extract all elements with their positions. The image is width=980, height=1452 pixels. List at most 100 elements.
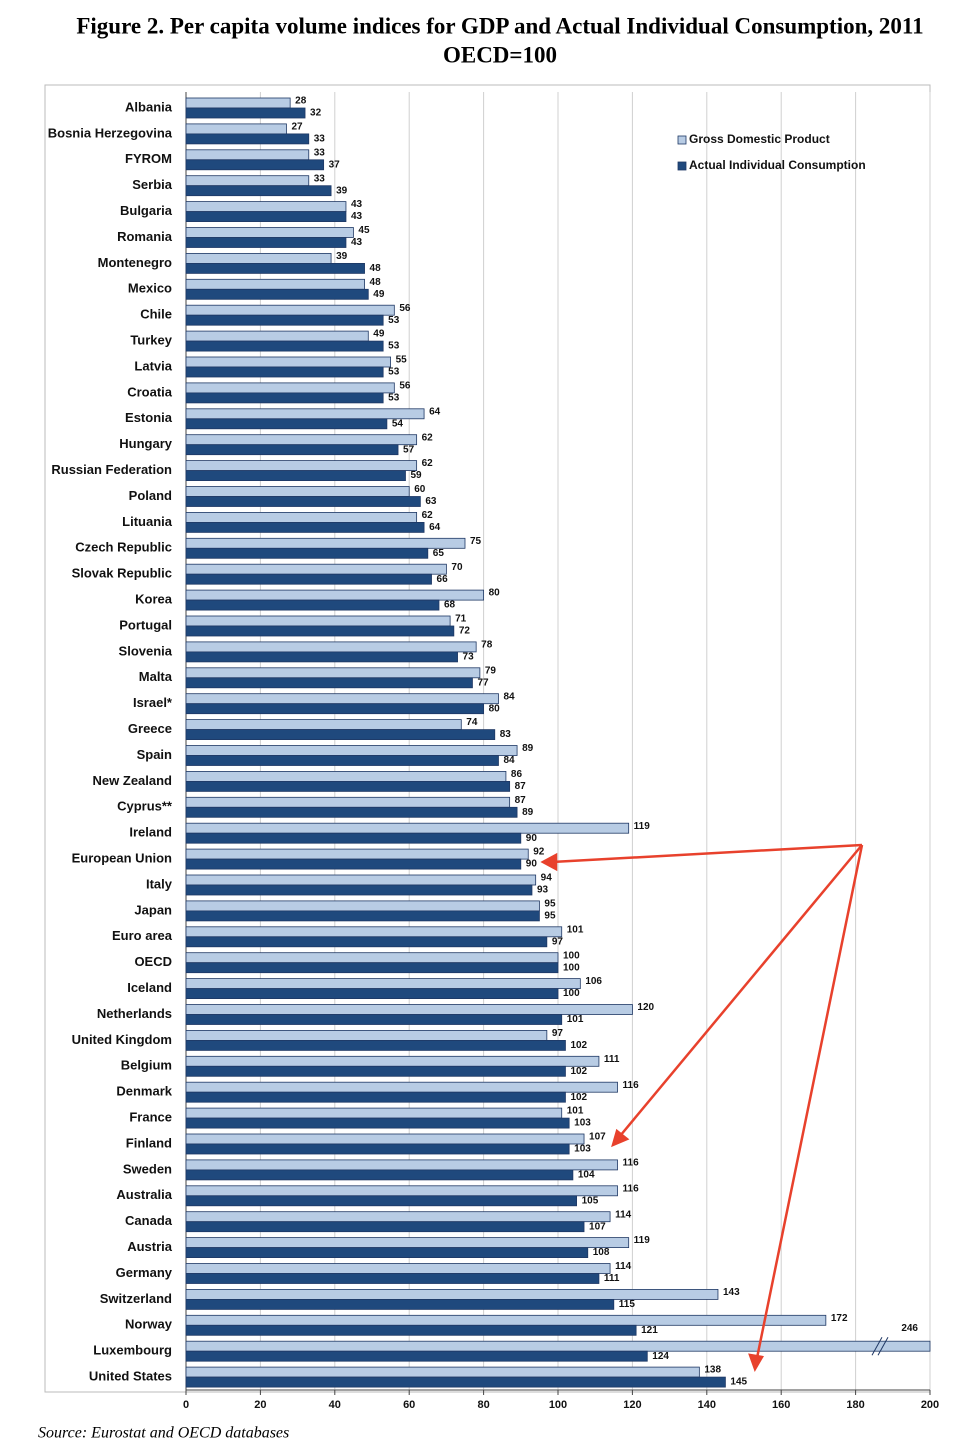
value-label: 138 <box>704 1365 721 1376</box>
value-label: 111 <box>604 1054 620 1065</box>
value-label: 114 <box>615 1209 632 1220</box>
value-label: 116 <box>623 1158 640 1169</box>
category-label: United Kingdom <box>72 1032 172 1047</box>
bar <box>185 1299 615 1310</box>
arrow <box>551 843 863 864</box>
bar <box>185 1237 630 1248</box>
value-label: 87 <box>515 795 527 806</box>
value-label: 33 <box>314 173 326 184</box>
category-label: Japan <box>134 902 172 917</box>
category-label: Cyprus** <box>117 799 173 814</box>
value-label: 95 <box>544 911 556 922</box>
category-label: FYROM <box>125 151 172 166</box>
bar <box>185 356 392 368</box>
value-label: 80 <box>489 703 501 714</box>
value-label: 84 <box>503 755 515 766</box>
bar <box>185 537 466 549</box>
value-label: 87 <box>515 781 527 792</box>
category-label: Serbia <box>132 177 173 192</box>
category-label: Norway <box>125 1317 173 1332</box>
bar <box>185 1340 931 1352</box>
bar <box>185 755 499 766</box>
category-label: Switzerland <box>100 1291 172 1306</box>
value-label: 107 <box>589 1132 606 1143</box>
legend-label: Actual Individual Consumption <box>689 158 866 172</box>
category-label: Italy <box>146 876 173 891</box>
bar <box>185 1081 618 1093</box>
bar <box>185 703 485 715</box>
bar <box>185 693 499 705</box>
value-label: 53 <box>388 341 400 352</box>
bar <box>185 1273 600 1284</box>
value-label: 172 <box>831 1313 848 1324</box>
value-label: 57 <box>403 444 415 455</box>
bar <box>185 486 410 497</box>
bar <box>185 729 496 740</box>
value-label: 56 <box>399 303 411 314</box>
value-label: 39 <box>336 185 348 196</box>
bar <box>185 366 384 378</box>
x-tick-label: 80 <box>477 1399 489 1411</box>
value-label: 119 <box>634 821 651 832</box>
value-label: 43 <box>351 237 363 248</box>
value-label: 246 <box>901 1323 918 1334</box>
value-label: 101 <box>567 924 584 935</box>
bar <box>185 822 630 834</box>
bar <box>185 832 522 844</box>
category-label: Romania <box>117 229 173 244</box>
value-label: 100 <box>563 950 580 961</box>
arrow <box>755 844 864 1359</box>
value-label: 78 <box>481 640 493 651</box>
value-label: 53 <box>388 367 400 378</box>
value-label: 86 <box>511 769 523 780</box>
arrow-head <box>611 1128 630 1148</box>
bar <box>185 460 418 472</box>
category-label: Germany <box>116 1265 173 1280</box>
bar <box>185 1169 574 1181</box>
value-label: 54 <box>392 418 404 429</box>
bar <box>185 563 447 575</box>
value-label: 43 <box>351 211 363 222</box>
bar <box>185 962 559 974</box>
bar <box>185 874 537 886</box>
x-tick-label: 120 <box>623 1399 641 1411</box>
bar <box>185 434 418 446</box>
value-label: 95 <box>544 899 556 910</box>
bar <box>185 444 399 456</box>
value-label: 89 <box>522 807 534 818</box>
bar <box>185 781 511 792</box>
bar <box>185 599 440 611</box>
value-label: 94 <box>541 873 553 884</box>
value-label: 90 <box>526 833 538 844</box>
bar <box>185 237 347 248</box>
bar <box>185 1289 719 1300</box>
bar <box>185 522 425 533</box>
bar <box>185 719 462 730</box>
bar <box>185 1366 700 1378</box>
bar <box>185 262 365 274</box>
value-label: 108 <box>593 1247 610 1258</box>
value-label: 101 <box>567 1014 584 1025</box>
value-label: 55 <box>396 355 408 366</box>
x-tick-label: 140 <box>698 1399 716 1411</box>
value-label: 60 <box>414 484 426 495</box>
value-label: 63 <box>425 496 437 507</box>
bar <box>185 392 384 404</box>
category-label: Mexico <box>128 281 172 296</box>
value-label: 89 <box>522 743 534 754</box>
category-label: Slovenia <box>119 643 173 658</box>
value-label: 77 <box>477 677 489 688</box>
category-label: Portugal <box>119 617 172 632</box>
bar <box>185 1263 611 1274</box>
value-label: 56 <box>399 381 411 392</box>
value-label: 80 <box>489 588 501 599</box>
bar <box>185 1065 566 1077</box>
bar <box>185 806 518 818</box>
value-label: 65 <box>433 548 445 559</box>
value-label: 48 <box>370 277 382 288</box>
bar <box>185 1376 726 1388</box>
arrow <box>619 844 863 1137</box>
bar <box>185 314 384 326</box>
value-label: 116 <box>623 1080 640 1091</box>
